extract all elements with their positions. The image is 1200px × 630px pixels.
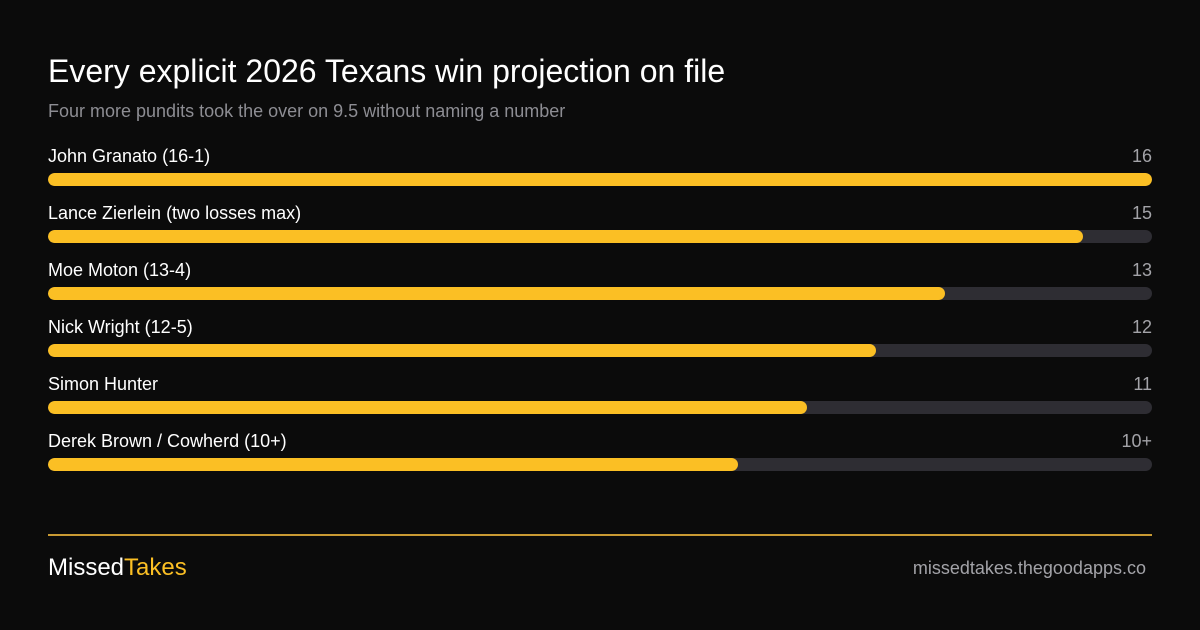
bar — [48, 173, 1152, 186]
bar-track — [48, 458, 1152, 471]
bar-row: Lance Zierlein (two losses max) 15 — [48, 201, 1152, 258]
footer-divider — [48, 534, 1152, 536]
bar-track — [48, 230, 1152, 243]
bar-label: Lance Zierlein (two losses max) — [48, 203, 302, 223]
bar-label: Simon Hunter — [48, 374, 159, 394]
bar-value-label: 16 — [1131, 146, 1152, 166]
bar-track — [48, 173, 1152, 186]
bar-label: Derek Brown / Cowherd (10+) — [48, 431, 287, 451]
bar — [48, 287, 945, 300]
bar-label: Nick Wright (12-5) — [48, 317, 193, 337]
bar-value-label: 15 — [1131, 203, 1152, 223]
brand-logo: MissedTakes — [48, 553, 187, 583]
bar-track — [48, 287, 1152, 300]
bar-track — [48, 344, 1152, 357]
chart-title: Every explicit 2026 Texans win projectio… — [48, 53, 726, 89]
bar-value-label: 12 — [1131, 317, 1152, 337]
bar-row: Moe Moton (13-4) 13 — [48, 258, 1152, 315]
brand-part2: Takes — [124, 554, 187, 581]
bar — [48, 458, 738, 471]
bar — [48, 344, 876, 357]
bar-row: Nick Wright (12-5) 12 — [48, 315, 1152, 372]
bar-track — [48, 401, 1152, 414]
bar-row: John Granato (16-1) 16 — [48, 144, 1152, 201]
bar-rows: John Granato (16-1) 16 Lance Zierlein (two… — [48, 144, 1152, 486]
bar-row: Simon Hunter 11 — [48, 372, 1152, 429]
bar-value-label: 13 — [1131, 260, 1152, 280]
site-url: missedtakes.thegoodapps.co — [912, 558, 1146, 578]
bar — [48, 230, 1083, 243]
chart-subtitle: Four more pundits took the over on 9.5 w… — [48, 101, 566, 121]
bar-label: Moe Moton (13-4) — [48, 260, 192, 280]
bar — [48, 401, 807, 414]
brand-part1: Missed — [48, 554, 125, 581]
bar-label: John Granato (16-1) — [48, 146, 211, 166]
bar-value-label: 10+ — [1121, 431, 1152, 451]
bar-row: Derek Brown / Cowherd (10+) 10+ — [48, 429, 1152, 486]
bar-value-label: 11 — [1133, 374, 1152, 394]
